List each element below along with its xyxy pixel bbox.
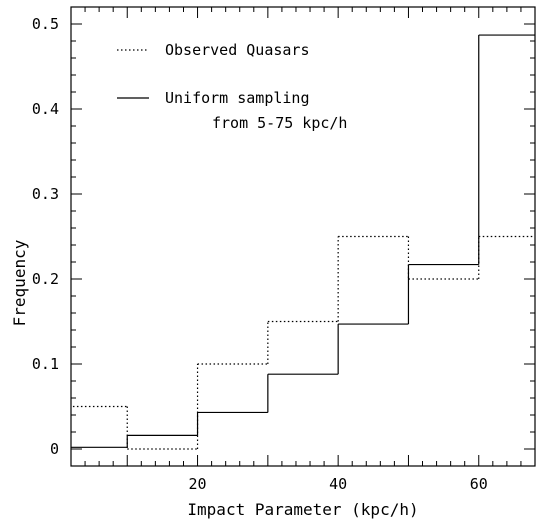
y-tick-label: 0.1 xyxy=(32,355,59,373)
legend-label-observed: Observed Quasars xyxy=(165,41,310,59)
y-tick-label: 0.3 xyxy=(32,185,59,203)
plot-frame xyxy=(70,6,536,467)
x-tick-label: 20 xyxy=(189,475,207,493)
ticks-layer: 20 40 60 0 0.1 0.2 0.3 0.4 0.5 xyxy=(32,6,536,493)
series-layer xyxy=(71,34,535,450)
legend: Observed Quasars Uniform sampling from 5… xyxy=(117,41,347,132)
legend-label-uniform: Uniform sampling xyxy=(165,89,310,107)
x-tick-label: 40 xyxy=(329,475,347,493)
y-tick-label: 0 xyxy=(50,440,59,458)
series-uniform-sampling xyxy=(71,34,535,448)
y-tick-label: 0.2 xyxy=(32,270,59,288)
series-observed-quasars xyxy=(71,235,535,450)
y-axis-title: Frequency xyxy=(10,239,29,326)
x-tick-label: 60 xyxy=(470,475,488,493)
x-axis-title: Impact Parameter (kpc/h) xyxy=(187,500,418,519)
y-tick-label: 0.5 xyxy=(32,15,59,33)
y-tick-label: 0.4 xyxy=(32,100,59,118)
legend-label-uniform-line2: from 5-75 kpc/h xyxy=(212,114,347,132)
